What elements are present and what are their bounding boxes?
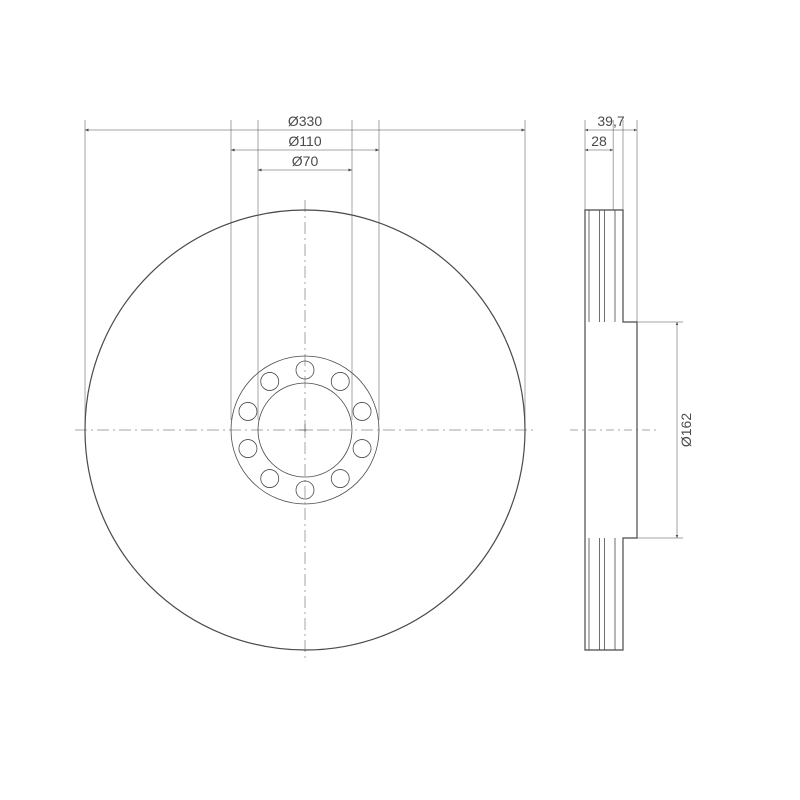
bolt-hole bbox=[331, 372, 349, 390]
label-d70: Ø70 bbox=[292, 153, 319, 169]
bolt-hole bbox=[239, 440, 257, 458]
label-d162: Ø162 bbox=[678, 413, 694, 447]
bolt-hole bbox=[353, 440, 371, 458]
bolt-hole bbox=[261, 470, 279, 488]
bolt-hole bbox=[331, 470, 349, 488]
bolt-hole bbox=[239, 402, 257, 420]
label-39-7: 39,7 bbox=[597, 113, 624, 129]
bolt-hole bbox=[353, 402, 371, 420]
technical-drawing: Ø330 Ø110 Ø70 39,7 28 Ø162 bbox=[0, 0, 800, 800]
bolt-hole bbox=[261, 372, 279, 390]
label-d110: Ø110 bbox=[288, 133, 321, 149]
label-d330: Ø330 bbox=[288, 113, 322, 129]
label-28: 28 bbox=[591, 133, 607, 149]
